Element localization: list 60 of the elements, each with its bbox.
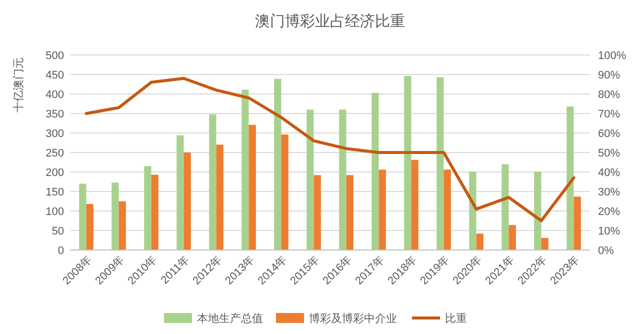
y-tick-label: 450 <box>46 70 64 82</box>
bar <box>184 152 191 250</box>
bar <box>151 174 158 250</box>
y2-tick-label: 10% <box>598 226 620 238</box>
bar <box>314 175 321 250</box>
y2-tick-label: 20% <box>598 206 620 218</box>
bar <box>346 175 354 250</box>
bar <box>339 110 346 250</box>
y-tick-label: 200 <box>46 167 64 179</box>
chart-title: 澳门博彩业占经济比重 <box>255 13 405 30</box>
bar <box>469 172 476 250</box>
y-tick-label: 100 <box>46 206 64 218</box>
bar <box>444 170 451 250</box>
bar <box>248 124 256 250</box>
y2-tick-label: 30% <box>598 186 620 198</box>
y-tick-label: 150 <box>46 186 64 198</box>
y-tick-label: 350 <box>46 108 64 120</box>
y2-tick-label: 70% <box>598 108 620 120</box>
y2-tick-label: 50% <box>598 148 620 160</box>
bar <box>79 184 86 250</box>
y-tick-label: 250 <box>46 148 64 160</box>
bar <box>112 182 119 250</box>
bar <box>574 196 581 250</box>
bar <box>176 135 184 250</box>
bar <box>476 234 484 250</box>
y2-tick-label: 100% <box>598 50 626 62</box>
bar <box>566 106 574 250</box>
bar <box>502 164 509 250</box>
bar <box>144 166 152 250</box>
bar <box>534 172 542 250</box>
bar <box>242 90 249 250</box>
bar <box>378 170 386 250</box>
legend-label: 博彩及博彩中介业 <box>309 312 397 325</box>
legend-label: 本地生产总值 <box>197 312 263 325</box>
bar <box>306 110 314 250</box>
y2-tick-label: 80% <box>598 89 620 101</box>
y-tick-label: 500 <box>46 50 64 62</box>
bar <box>508 225 516 250</box>
line-series <box>84 76 576 222</box>
bar <box>118 201 126 250</box>
bar <box>436 77 444 250</box>
bar <box>411 160 418 250</box>
bar <box>274 78 282 250</box>
y2-tick-label: 0% <box>598 245 614 257</box>
y-tick-label: 300 <box>46 128 64 140</box>
bar <box>216 144 224 250</box>
bar <box>404 76 412 250</box>
legend-label: 比重 <box>445 312 467 325</box>
bar <box>209 114 216 250</box>
y-tick-label: 50 <box>52 226 64 238</box>
y2-tick-label: 40% <box>598 167 620 179</box>
bar <box>281 134 288 250</box>
y2-tick-label: 60% <box>598 128 620 140</box>
y-tick-label: 0 <box>58 245 64 257</box>
y-axis-title: 十亿澳门元 <box>12 58 25 112</box>
y-tick-label: 400 <box>46 89 64 101</box>
bar <box>541 238 548 250</box>
y2-tick-label: 90% <box>598 70 620 82</box>
bar <box>86 204 94 250</box>
bar <box>372 92 379 250</box>
